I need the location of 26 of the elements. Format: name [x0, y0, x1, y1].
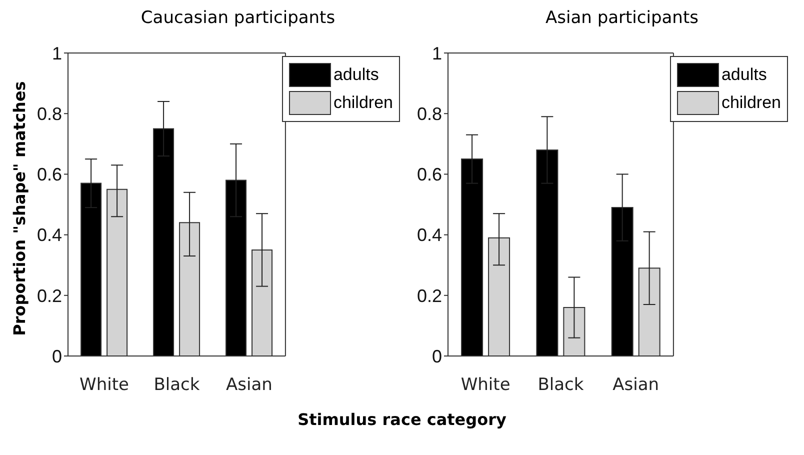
- x-axis-title: Stimulus race category: [296, 410, 508, 429]
- y-tick-label: 0.4: [416, 225, 442, 246]
- y-axis-title: Proportion "shape" matches: [10, 80, 28, 336]
- chart-title: Caucasian participants: [140, 8, 336, 30]
- y-tick-label: 0.8: [36, 104, 62, 124]
- legend-label: adults: [333, 65, 379, 85]
- y-tick-label: 0.6: [416, 164, 442, 185]
- x-tick-label: White: [460, 375, 510, 396]
- y-tick-label: 0: [432, 346, 442, 366]
- chart-title: Asian participants: [544, 8, 700, 30]
- y-tick-label: 1: [52, 43, 62, 64]
- y-tick-label: 0: [52, 346, 62, 366]
- x-tick-label: Black: [154, 375, 200, 396]
- x-tick-label: White: [80, 375, 129, 396]
- x-tick-label: Asian: [226, 375, 272, 396]
- x-tick-label: Black: [538, 375, 584, 396]
- y-tick-label: 0.6: [36, 164, 62, 185]
- legend-label: children: [721, 93, 781, 113]
- y-tick-label: 1: [432, 43, 442, 64]
- y-tick-label: 0.2: [36, 286, 62, 306]
- y-tick-label: 0.8: [416, 104, 442, 124]
- x-tick-label: Asian: [612, 375, 660, 396]
- legend-label: adults: [721, 65, 767, 85]
- y-tick-label: 0.4: [36, 225, 62, 246]
- y-tick-label: 0.2: [416, 286, 442, 306]
- legend-label: children: [333, 93, 393, 113]
